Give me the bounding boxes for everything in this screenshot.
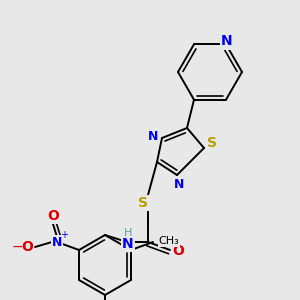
Text: N: N (148, 130, 158, 142)
Text: O: O (47, 209, 59, 223)
Text: H: H (124, 228, 132, 238)
Text: N: N (52, 236, 62, 248)
Text: N: N (221, 34, 233, 48)
Text: S: S (138, 196, 148, 210)
Text: N: N (174, 178, 184, 190)
Text: O: O (172, 244, 184, 258)
Text: O: O (21, 240, 33, 254)
Text: −: − (11, 240, 23, 254)
Text: +: + (60, 230, 68, 240)
Text: N: N (122, 237, 134, 251)
Text: CH₃: CH₃ (159, 236, 179, 246)
Text: S: S (207, 136, 217, 150)
